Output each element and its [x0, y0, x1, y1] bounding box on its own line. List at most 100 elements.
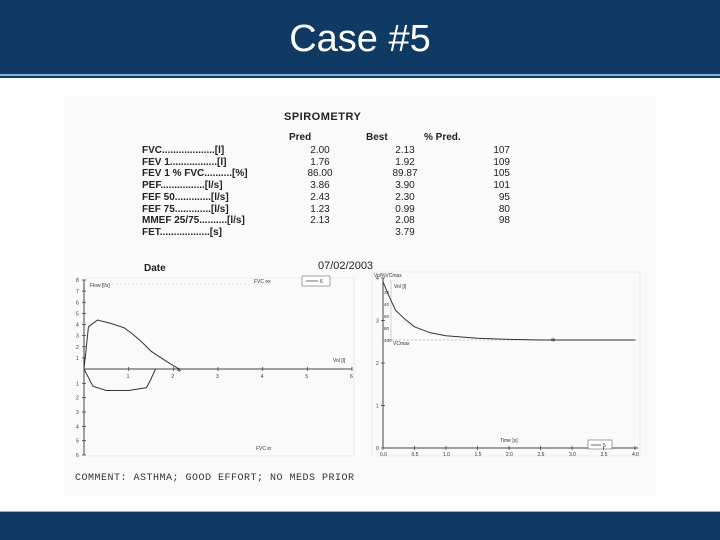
x-tick-label: 4 [261, 374, 264, 380]
table-row: FEF 75.............[l/s] 1.23 0.99 80 [142, 204, 510, 216]
volume-time-xlabel: Time [s] [500, 438, 518, 444]
vcmax-label: VCmax [393, 341, 410, 347]
pct-value: 80 [498, 203, 510, 215]
pred-value: 86.00 [307, 168, 333, 180]
volume-time-legend-text: 5 [603, 443, 606, 449]
x-tick-label: 1.0 [443, 452, 450, 458]
col-pred-header: Pred [289, 132, 312, 143]
best-value: 2.08 [395, 215, 415, 227]
row-label: FEF 50.............[l/s] [142, 191, 229, 203]
x-tick-label: 2.0 [506, 452, 513, 458]
x-tick-label: 3 [216, 374, 219, 380]
y-tick-label: 2 [376, 361, 379, 367]
col-best-header: Best [366, 132, 388, 143]
pct-value: 101 [493, 180, 510, 192]
y-tick-label: 2 [76, 396, 79, 402]
volume-time-corner-label: Vol%VCmax [374, 273, 402, 279]
best-value: 2.30 [395, 191, 415, 203]
pred-value: 2.13 [310, 215, 330, 227]
table-row: FEF 50.............[l/s] 2.43 2.30 95 [142, 192, 510, 204]
best-value: 3.79 [395, 226, 415, 238]
y-tick-label: 3 [76, 334, 79, 340]
spirometry-table: FVC...................[l] 2.00 2.13 107 FEV… [142, 145, 510, 239]
volume-time-ylabel: Vol [l] [394, 284, 407, 290]
y-tick-label: 4 [76, 323, 79, 329]
slide-footer [0, 512, 720, 540]
volume-time-line [382, 281, 635, 341]
x-tick-label: 2.5 [538, 452, 545, 458]
flow-volume-corner-label: FVC ex [254, 279, 271, 285]
y-tick-label: 3 [76, 410, 79, 416]
pred-value: 2.00 [310, 145, 330, 156]
col-pct-header: % Pred. [424, 132, 461, 143]
table-row: FEV 1 % FVC..........[%] 86.00 89.87 105 [142, 168, 510, 180]
row-label: MMEF 25/75..........[l/s] [142, 215, 245, 227]
x-tick-label: 6 [350, 374, 353, 380]
x-tick-label: 3.5 [601, 452, 608, 458]
x-tick-label: 0.0 [380, 452, 387, 458]
pred-value: 1.76 [310, 156, 330, 168]
inner-y-tick-label: 40 [384, 302, 390, 307]
volume-time-frame [371, 271, 641, 457]
best-value: 2.13 [395, 145, 415, 156]
inner-y-tick-label: 100 [384, 338, 392, 343]
y-tick-label: 1 [376, 404, 379, 410]
pct-value: 105 [493, 168, 510, 180]
x-tick-label: 1.5 [475, 452, 482, 458]
flow-volume-frame [83, 277, 355, 457]
y-tick-label: 4 [76, 424, 79, 430]
row-label: FVC...................[l] [142, 145, 225, 156]
y-tick-label: 0 [376, 446, 379, 452]
pct-value: 98 [498, 215, 510, 227]
table-row: FET..................[s] 3.79 [142, 227, 510, 239]
x-tick-label: 3.0 [569, 452, 576, 458]
table-row: FVC...................[l] 2.00 2.13 107 [142, 145, 510, 157]
pct-value: 95 [498, 191, 510, 203]
y-tick-label: 1 [76, 381, 79, 387]
inner-y-tick-label: 20 [384, 290, 390, 295]
inner-y-tick-label: 60 [384, 314, 390, 319]
footer-divider [0, 511, 720, 512]
pct-value: 107 [493, 145, 510, 156]
inner-y-tick-label: 80 [384, 326, 390, 331]
y-tick-label: 7 [76, 289, 79, 295]
flow-volume-xlabel: Vol [l] [333, 358, 346, 364]
best-value: 3.90 [395, 180, 415, 192]
expiratory-flow-line [83, 319, 180, 370]
header-divider [0, 74, 720, 76]
x-tick-label: 1 [127, 374, 130, 380]
y-tick-label: 3 [376, 319, 379, 325]
scanned-report [64, 96, 656, 496]
row-label: FET..................[s] [142, 226, 223, 238]
row-label: PEF................[l/s] [142, 180, 223, 192]
x-tick-label: 5 [305, 374, 308, 380]
y-tick-label: 6 [76, 453, 79, 459]
y-tick-label: 1 [76, 356, 79, 362]
slide-header [0, 0, 720, 78]
date-value: 07/02/2003 [318, 260, 374, 272]
y-tick-label: 5 [76, 439, 79, 445]
report-heading: SPIROMETRY [284, 111, 362, 123]
best-value: 1.92 [395, 156, 415, 168]
pct-value: 109 [493, 156, 510, 168]
y-tick-label: 8 [76, 278, 79, 284]
date-label: Date [144, 263, 166, 274]
volume-time-legend-box [587, 439, 613, 450]
x-tick-label: 2 [171, 374, 174, 380]
y-tick-label: 4 [376, 276, 379, 282]
pred-value: 1.23 [310, 203, 330, 215]
slide-title: Case #5 [289, 18, 431, 60]
table-row: PEF................[l/s] 3.86 3.90 101 [142, 180, 510, 192]
flow-volume-legend-text: 6 [320, 279, 323, 285]
table-row: MMEF 25/75..........[l/s] 2.13 2.08 98 [142, 215, 510, 227]
row-label: FEF 75.............[l/s] [142, 203, 229, 215]
y-tick-label: 6 [76, 300, 79, 306]
flow-volume-ylabel: Flow [l/s] [90, 283, 110, 289]
flow-volume-bottom-label: FVC in [256, 446, 272, 452]
x-tick-label: 4.0 [632, 452, 639, 458]
row-label: FEV 1.................[l] [142, 156, 227, 168]
row-label: FEV 1 % FVC..........[%] [142, 168, 248, 180]
table-row: FEV 1.................[l] 1.76 1.92 109 [142, 157, 510, 169]
vt-end-marker: ∗ [550, 337, 556, 344]
